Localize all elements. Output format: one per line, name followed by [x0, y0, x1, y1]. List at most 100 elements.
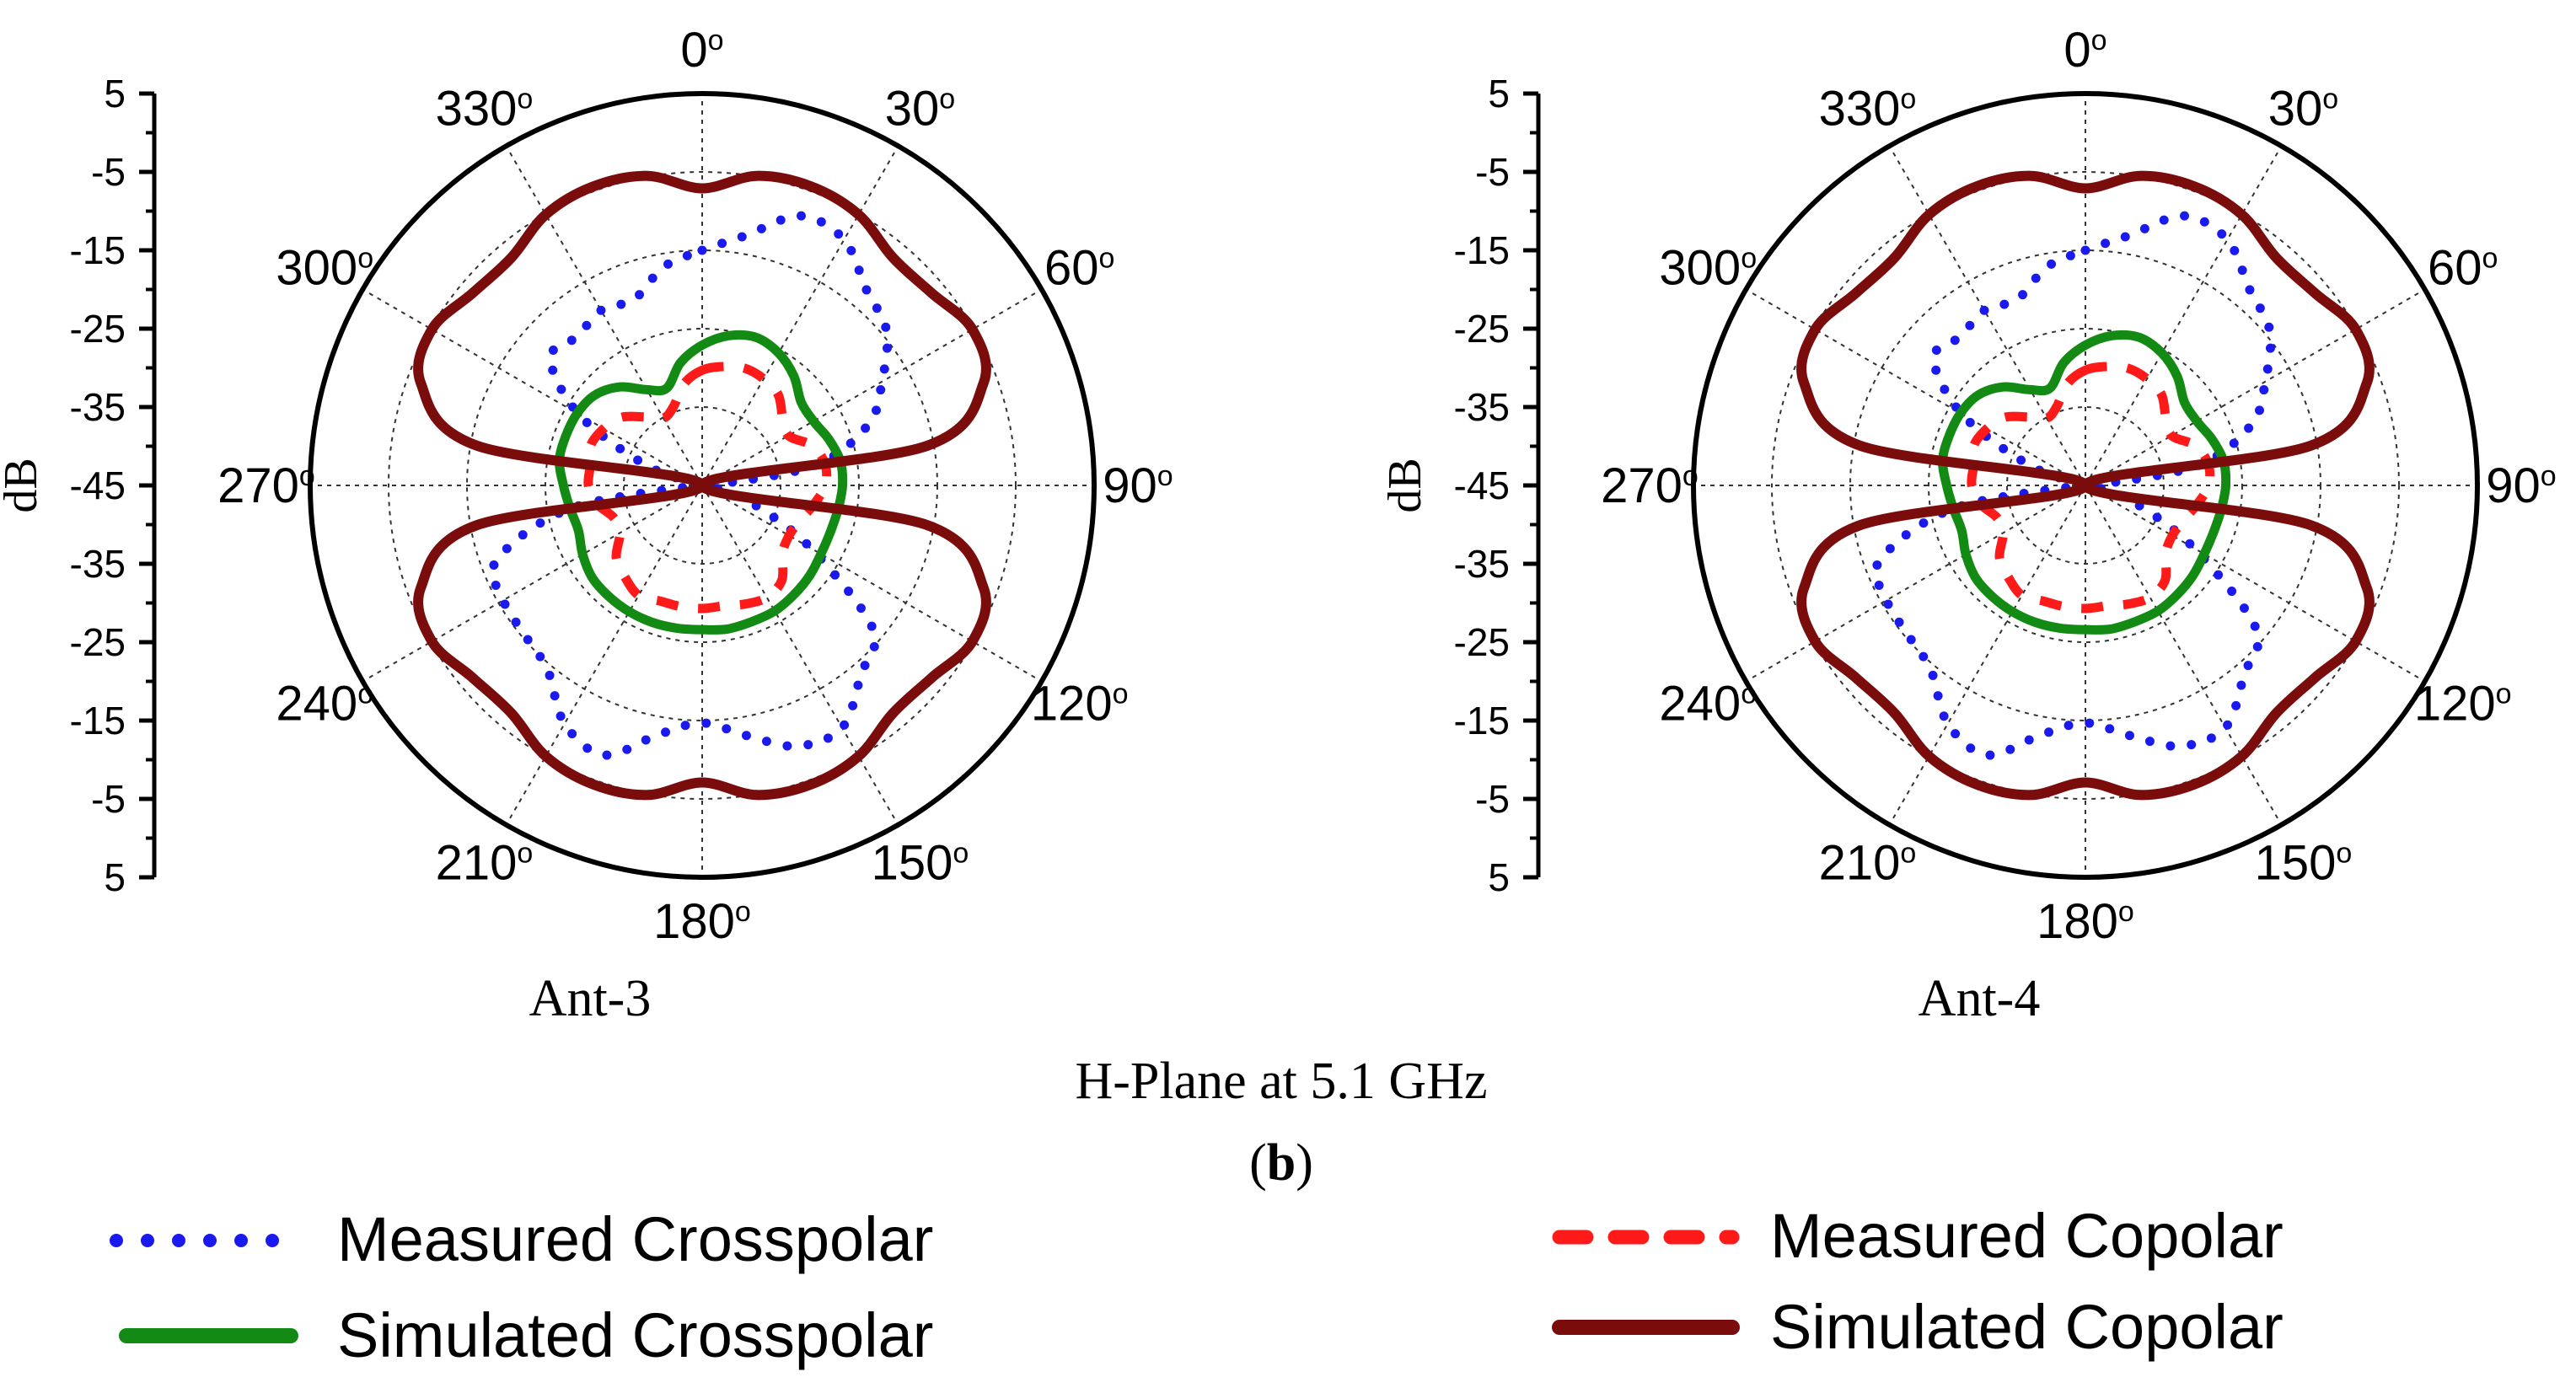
grid-spoke [362, 485, 703, 683]
legend-label-measured-crosspolar: Measured Crosspolar [337, 1204, 933, 1274]
r-axis-tick-label: -45 [70, 464, 126, 507]
r-axis-tick-label: -5 [91, 150, 126, 194]
caption-label-letter: b [1267, 1134, 1296, 1192]
angle-tick-label: 240o [1659, 677, 1757, 732]
angle-tick-label: 210o [1819, 836, 1917, 891]
grid-circle [388, 171, 1017, 800]
degree-symbol: o [2482, 243, 2498, 275]
degree-symbol: o [1157, 460, 1173, 492]
grid-spoke [505, 485, 703, 826]
r-axis-tick-label: -5 [91, 777, 126, 821]
degree-symbol: o [2091, 24, 2107, 56]
series-simulated-copolar [413, 170, 991, 801]
grid-circle [545, 328, 860, 643]
r-axis-tick-label: -35 [70, 385, 126, 429]
angle-tick-label: 60o [1044, 241, 1114, 296]
grid-spoke [1745, 288, 2086, 486]
r-axis-tick-label: -15 [1454, 228, 1510, 272]
r-axis-tick-label: -25 [70, 620, 126, 664]
r-axis-tick-label: -15 [1454, 699, 1510, 742]
legend-item-measured-crosspolar: Measured Crosspolar [110, 1204, 933, 1274]
legend-item-simulated-copolar: Simulated Copolar [1552, 1292, 2284, 1362]
r-axis-tick-label: -5 [1475, 150, 1510, 194]
figure-caption-title: H-Plane at 5.1 GHz [1076, 1053, 1488, 1110]
grid-circle [1771, 171, 2400, 800]
degree-symbol: o [2118, 896, 2134, 928]
degree-symbol: o [2496, 678, 2512, 710]
grid-spoke [2085, 145, 2283, 486]
r-axis-tick-label: -35 [70, 542, 126, 586]
angle-tick-label: 180o [653, 894, 751, 949]
degree-symbol: o [517, 838, 533, 870]
degree-symbol: o [1741, 243, 1757, 275]
degree-symbol: o [939, 83, 955, 115]
degree-symbol: o [1741, 678, 1757, 710]
angle-tick-label: 90o [2486, 458, 2556, 513]
grid-spoke [2085, 485, 2283, 826]
degree-symbol: o [357, 243, 373, 275]
grid-spoke [701, 485, 1043, 683]
degree-symbol: o [1900, 83, 1916, 115]
r-axis-tick-label: 5 [1488, 855, 1510, 899]
legend-item-measured-copolar: Measured Copolar [1552, 1201, 2284, 1271]
angle-tick-label: 300o [276, 241, 373, 296]
r-axis-label: dB [0, 458, 47, 512]
degree-symbol: o [2322, 83, 2338, 115]
figure-caption-label: (b) [1249, 1134, 1313, 1192]
r-axis-tick-label: 5 [1488, 72, 1510, 115]
r-axis-tick-label: -35 [1454, 542, 1510, 586]
r-axis-tick-label: 5 [104, 855, 126, 899]
legend-label-simulated-copolar: Simulated Copolar [1770, 1292, 2284, 1362]
grid-spoke [701, 288, 1043, 486]
angle-tick-label: 270o [1601, 458, 1699, 513]
series-measured-copolar [1967, 362, 2215, 614]
caption-label-open: ( [1249, 1134, 1267, 1192]
grid-spoke [1745, 485, 2086, 683]
polar-chart-ant-4: Ant-4 0o 30o 60o 90o 120o 150o 180o 210o 240o 270… [1379, 23, 2557, 1027]
r-axis-tick-label: -25 [1454, 307, 1510, 351]
r-axis-tick-label: -15 [70, 228, 126, 272]
degree-symbol: o [735, 896, 751, 928]
grid-spoke [1888, 145, 2086, 486]
angle-tick-label: 270o [217, 458, 315, 513]
angle-tick-label: 120o [2414, 677, 2512, 732]
angle-tick-label: 330o [1819, 81, 1917, 136]
angle-tick-label: 60o [2428, 241, 2498, 296]
polar-outer-circle [308, 91, 1097, 880]
angle-tick-label: 30o [2268, 81, 2338, 136]
grid-spoke [2085, 485, 2426, 683]
angle-tick-label: 240o [276, 677, 373, 732]
series-simulated-copolar [1796, 170, 2375, 801]
legend-label-simulated-crosspolar: Simulated Crosspolar [337, 1300, 933, 1370]
degree-symbol: o [1682, 460, 1699, 492]
degree-symbol: o [517, 83, 533, 115]
r-axis-tick-label: -25 [70, 307, 126, 351]
angle-tick-label: 0o [680, 23, 723, 78]
angle-tick-label: 180o [2037, 894, 2134, 949]
r-axis-tick-label: 5 [104, 72, 126, 115]
grid-circle [1928, 328, 2243, 643]
grid-spoke [2085, 288, 2426, 486]
r-axis-tick-label: -35 [1454, 385, 1510, 429]
r-axis-tick-label: -45 [1454, 464, 1510, 507]
angle-tick-label: 210o [436, 836, 534, 891]
r-axis-label: dB [1379, 458, 1431, 512]
degree-symbol: o [1099, 243, 1115, 275]
series-simulated-crosspolar [555, 330, 848, 635]
grid-spoke [505, 145, 703, 486]
chart-title-ant-4: Ant-4 [1919, 970, 2041, 1027]
polar-chart-ant-3: Ant-3 0o 30o 60o 90o 120o 150o 180o 210o 240o 270… [0, 23, 1173, 1027]
angle-tick-label: 90o [1103, 458, 1173, 513]
degree-symbol: o [1113, 678, 1129, 710]
angle-tick-label: 0o [2063, 23, 2106, 78]
polar-outer-circle [1691, 91, 2480, 880]
degree-symbol: o [1900, 838, 1916, 870]
chart-title-ant-3: Ant-3 [529, 970, 652, 1027]
grid-spoke [362, 288, 703, 486]
degree-symbol: o [299, 460, 315, 492]
caption-label-close: ) [1296, 1134, 1313, 1192]
degree-symbol: o [2541, 460, 2557, 492]
degree-symbol: o [953, 838, 969, 870]
legend: Measured Crosspolar Simulated Crosspolar… [110, 1201, 2284, 1370]
